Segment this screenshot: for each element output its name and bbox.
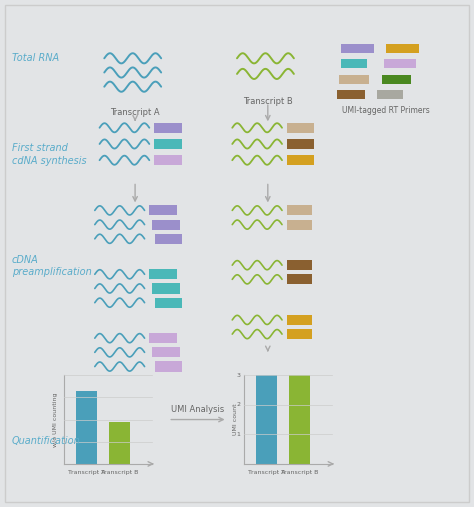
Bar	[287, 139, 314, 149]
Text: Transcript B: Transcript B	[281, 470, 318, 475]
Bar	[152, 283, 180, 294]
Bar	[339, 75, 369, 84]
Bar	[154, 123, 182, 133]
Bar	[386, 44, 419, 53]
Text: Total RNA: Total RNA	[12, 53, 59, 63]
Bar	[76, 391, 97, 464]
Bar	[382, 75, 411, 84]
Bar	[341, 44, 374, 53]
Bar	[337, 90, 365, 99]
Text: UMI Analysis: UMI Analysis	[171, 405, 224, 414]
Text: Transcript A: Transcript A	[68, 470, 105, 475]
Text: w/o UMI counting: w/o UMI counting	[53, 392, 58, 447]
Bar	[155, 298, 182, 308]
Text: Transcript A: Transcript A	[248, 470, 285, 475]
Bar	[289, 375, 310, 464]
Bar	[287, 123, 314, 133]
Text: First strand
cdNA synthesis: First strand cdNA synthesis	[12, 143, 86, 166]
Bar	[152, 347, 180, 357]
Bar	[154, 139, 182, 149]
Bar	[109, 422, 130, 464]
Bar	[149, 269, 177, 279]
Bar	[149, 333, 177, 343]
Bar	[155, 361, 182, 372]
Text: 2: 2	[237, 402, 240, 407]
Text: UMI count: UMI count	[233, 404, 238, 436]
Bar	[377, 90, 403, 99]
Text: Transcript A: Transcript A	[110, 108, 160, 118]
Text: 1: 1	[237, 432, 240, 437]
Bar	[287, 329, 312, 339]
Bar	[287, 274, 312, 284]
Bar	[256, 375, 277, 464]
Bar	[287, 220, 312, 230]
Bar	[287, 260, 312, 270]
Text: cDNA
preamplification: cDNA preamplification	[12, 255, 91, 277]
Text: 3: 3	[237, 373, 240, 378]
Bar	[155, 234, 182, 244]
Text: Quantification: Quantification	[12, 436, 81, 446]
Bar	[287, 315, 312, 325]
Bar	[152, 220, 180, 230]
Text: UMI-tagged RT Primers: UMI-tagged RT Primers	[342, 106, 430, 116]
Text: Transcript B: Transcript B	[101, 470, 138, 475]
Bar	[384, 59, 416, 68]
Bar	[287, 205, 312, 215]
Bar	[149, 205, 177, 215]
Text: Transcript B: Transcript B	[243, 97, 292, 106]
Bar	[154, 155, 182, 165]
Bar	[287, 155, 314, 165]
Bar	[341, 59, 367, 68]
